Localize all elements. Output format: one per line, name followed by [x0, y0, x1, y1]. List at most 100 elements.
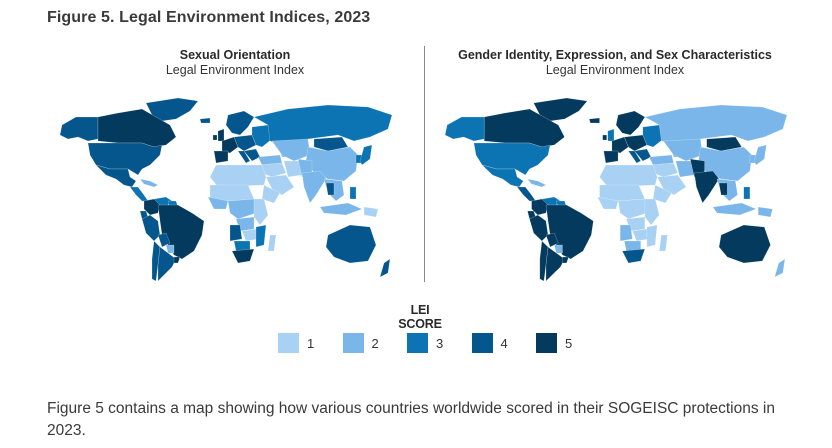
country-mexico [481, 164, 524, 188]
country-iberia [213, 150, 229, 164]
country-russia [253, 104, 392, 146]
country-central-europe [623, 134, 648, 152]
country-canada [97, 108, 177, 148]
legend-label: 3 [436, 335, 444, 351]
legend-swatch [342, 333, 364, 353]
country-philippines [743, 186, 751, 200]
legend-item-1: 1 [278, 333, 343, 353]
map-header-sexual-orientation: Sexual Orientation Legal Environment Ind… [100, 48, 370, 78]
country-ireland [602, 134, 607, 141]
map-title: Gender Identity, Expression, and Sex Cha… [458, 48, 772, 62]
country-central-america [129, 186, 149, 202]
legend-label: 4 [500, 335, 508, 351]
country-zambia [241, 228, 259, 242]
country-indonesia [712, 202, 757, 216]
country-western-europe [611, 136, 629, 154]
legend-item-2: 2 [342, 333, 408, 353]
country-uk [217, 128, 225, 142]
country-italy [628, 150, 642, 164]
country-iceland [199, 117, 211, 124]
country-iceland [588, 117, 600, 124]
country-uk [607, 128, 615, 142]
country-horn-of-africa [261, 184, 281, 204]
country-japan [359, 144, 373, 166]
country-japan [753, 144, 767, 166]
country-central-america [516, 186, 537, 202]
country-uruguay [173, 256, 181, 264]
figure-caption: Figure 5 contains a map showing how vari… [47, 400, 775, 439]
country-scandinavia [225, 110, 255, 136]
legend-label: 1 [307, 335, 315, 351]
country-mozambique [646, 224, 658, 248]
country-paraguay [553, 244, 563, 254]
country-canada [483, 108, 565, 148]
country-alaska [444, 116, 485, 142]
country-australia [718, 224, 771, 264]
country-australia [325, 224, 377, 264]
country-bolivia [545, 232, 559, 248]
country-argentina [157, 246, 177, 282]
country-png [757, 206, 773, 218]
country-west-africa [207, 196, 229, 210]
country-india [694, 170, 720, 204]
country-central-africa [617, 198, 648, 220]
map-title: Sexual Orientation [179, 48, 291, 62]
country-north-africa [209, 164, 267, 188]
country-north-africa [599, 164, 658, 188]
legend-label: 5 [565, 335, 573, 351]
country-alaska [59, 116, 99, 142]
legend-item-5: 5 [536, 333, 601, 353]
legend-swatch [278, 333, 299, 353]
country-horn-of-africa [652, 184, 672, 204]
country-philippines [349, 186, 357, 200]
country-peru [529, 214, 549, 242]
country-bolivia [157, 232, 171, 248]
country-angola [619, 224, 633, 242]
country-peru [141, 214, 161, 242]
country-angola [229, 224, 243, 242]
legend-item-3: 3 [407, 333, 472, 353]
legend-swatch [471, 333, 493, 353]
country-caribbean [139, 178, 159, 188]
country-thailand [718, 182, 728, 196]
country-iberia [603, 150, 619, 164]
country-new-zealand [774, 258, 786, 278]
map-divider [424, 46, 425, 282]
country-scandinavia [615, 110, 646, 136]
country-italy [237, 150, 251, 164]
legend: 1 2 3 4 5 [278, 333, 601, 353]
country-western-europe [221, 136, 239, 154]
country-ireland [212, 134, 218, 141]
legend-title: LEI SCORE [398, 303, 442, 331]
country-thailand [325, 182, 335, 196]
world-map-gender-identity [444, 97, 787, 282]
legend-item-4: 4 [471, 333, 537, 353]
country-arabia [656, 174, 687, 196]
map-subtitle: Legal Environment Index [545, 63, 685, 77]
map-header-gender-identity: Gender Identity, Expression, and Sex Cha… [440, 48, 790, 78]
country-south-africa [231, 248, 255, 264]
country-indonesia [319, 202, 363, 216]
legend-swatch [407, 333, 428, 353]
figure-title: Figure 5. Legal Environment Indices, 202… [47, 9, 371, 26]
country-mozambique [255, 224, 267, 248]
legend-swatch [536, 333, 557, 353]
country-madagascar [659, 234, 668, 252]
country-arabia [265, 174, 295, 196]
country-russia [644, 104, 787, 146]
country-south-africa [621, 248, 646, 264]
country-png [363, 206, 379, 218]
country-west-africa [597, 196, 619, 210]
country-paraguay [165, 244, 175, 254]
world-map-sexual-orientation [59, 97, 392, 282]
country-argentina [545, 246, 565, 282]
legend-label: 2 [371, 335, 379, 351]
country-madagascar [267, 234, 277, 252]
country-central-africa [227, 198, 257, 220]
map-subtitle: Legal Environment Index [165, 63, 305, 77]
country-mexico [95, 164, 137, 188]
country-central-asia [663, 138, 703, 162]
country-caribbean [526, 178, 547, 188]
country-east-africa [644, 198, 660, 226]
country-central-asia [271, 138, 311, 162]
